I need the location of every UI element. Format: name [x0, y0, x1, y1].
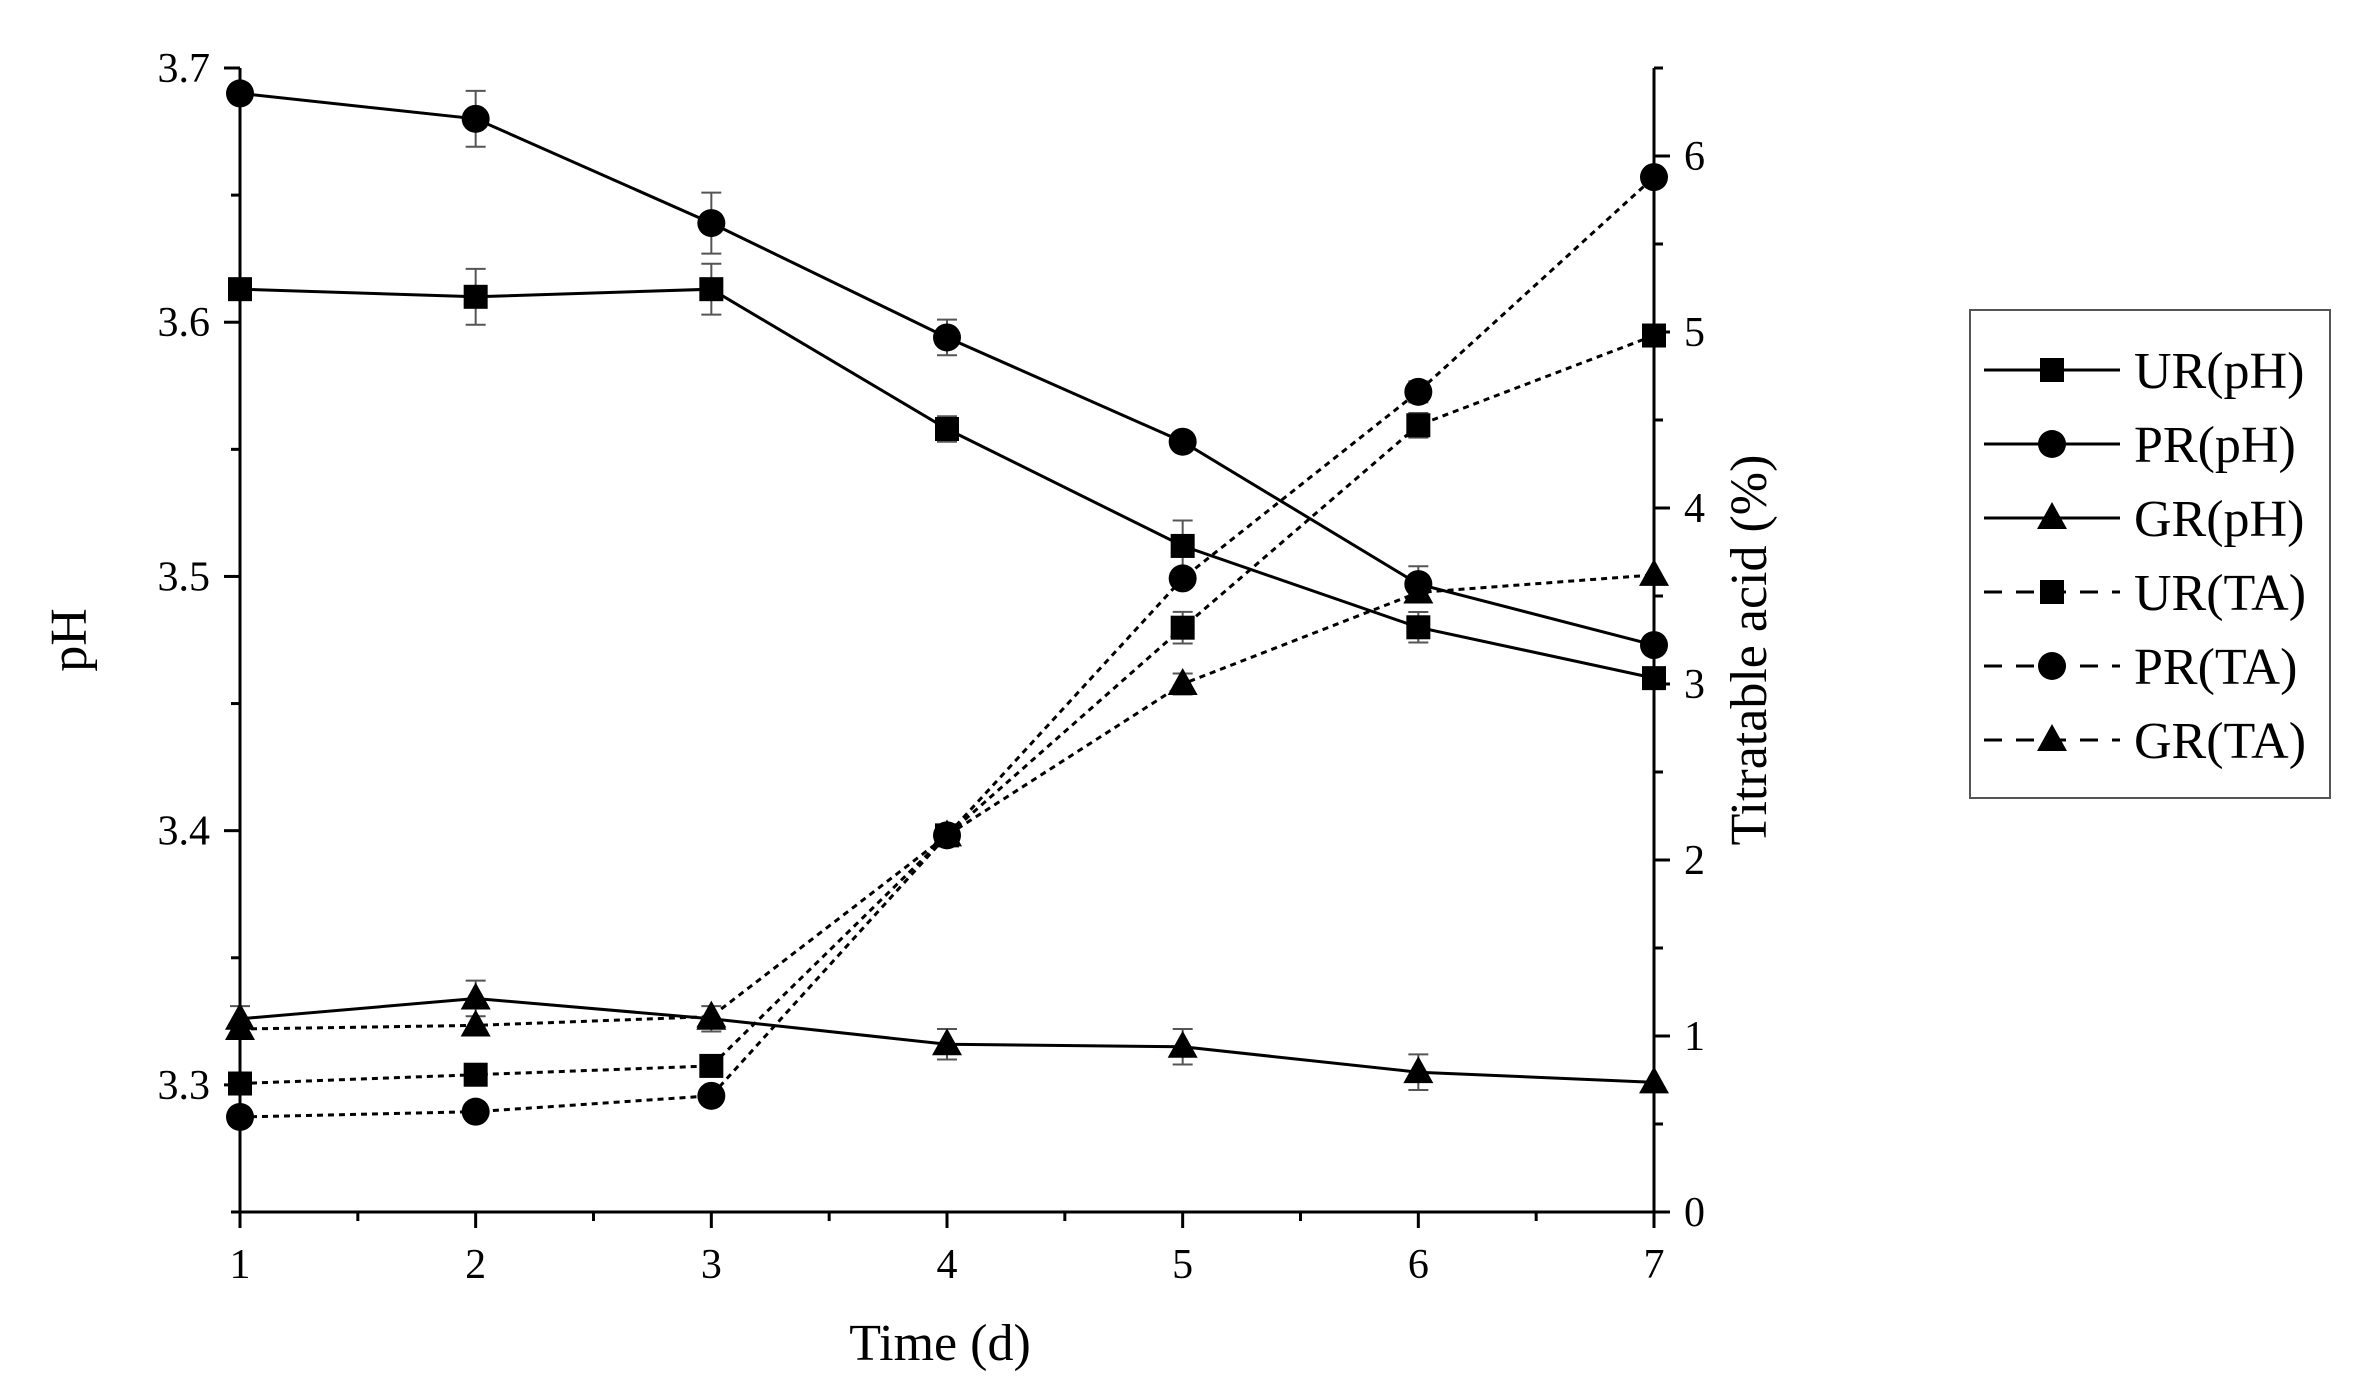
data-point-ur-ph: [463, 284, 488, 309]
data-point-pr-ta: [226, 1102, 254, 1131]
legend-marker-gr-ph: [2037, 502, 2067, 529]
legend-label-ur-ta: UR(TA): [2134, 565, 2306, 622]
data-point-pr-ph: [1640, 631, 1668, 660]
data-point-gr-ph: [1639, 1066, 1669, 1094]
x-tick-label: 2: [465, 1242, 486, 1288]
data-point-ur-ta: [463, 1062, 488, 1087]
y-tick-label: 3.3: [158, 1063, 211, 1109]
data-point-gr-ta: [1639, 558, 1669, 586]
data-point-ur-ph: [228, 277, 252, 302]
y2-tick-label: 6: [1684, 134, 1705, 180]
data-point-pr-ph: [697, 209, 726, 238]
y-tick-label: 3.7: [158, 46, 211, 92]
y2-tick-label: 4: [1684, 486, 1705, 532]
data-point-pr-ta: [1640, 163, 1668, 192]
data-point-pr-ph: [461, 104, 490, 133]
y-tick-label: 3.6: [158, 300, 211, 346]
x-tick-label: 6: [1408, 1242, 1429, 1288]
x-tick-label: 3: [701, 1242, 722, 1288]
data-point-pr-ph: [933, 323, 961, 352]
data-point-gr-ta: [1167, 668, 1198, 695]
data-point-ur-ta: [1170, 615, 1195, 640]
x-tick-label: 1: [230, 1242, 251, 1288]
legend: UR(pH) PR(pH) GR(pH) UR(TA) PR(TA) GR(TA): [1969, 309, 2331, 799]
data-point-gr-ta: [696, 1000, 727, 1028]
y2-axis-title: Titratable acid (%): [1721, 455, 1778, 846]
legend-label-gr-ph: GR(pH): [2134, 491, 2304, 548]
data-point-gr-ph: [460, 982, 491, 1010]
y-tick-label: 3.5: [158, 554, 211, 600]
y-tick-label: 3.4: [158, 809, 211, 855]
data-point-gr-ph: [1167, 1030, 1198, 1058]
y-axis-title: pH: [41, 608, 98, 672]
data-point-ur-ph: [1642, 666, 1666, 691]
data-point-pr-ta: [1168, 564, 1197, 593]
y2-tick-label: 2: [1684, 838, 1705, 884]
data-point-pr-ta: [1404, 377, 1433, 406]
x-axis-title: Time (d): [849, 1315, 1031, 1372]
data-point-pr-ta: [461, 1097, 490, 1126]
legend-label-pr-ta: PR(TA): [2134, 639, 2297, 696]
series-line-pr-ta: [239, 175, 1656, 1119]
data-point-ur-ta: [1406, 413, 1431, 438]
data-point-ur-ph: [699, 277, 724, 302]
series-line-pr-ph: [239, 91, 1655, 647]
data-point-ur-ph: [1406, 615, 1431, 640]
series-line-ur-ta: [239, 334, 1655, 1085]
legend-label-ur-ph: UR(pH): [2134, 343, 2304, 400]
data-point-gr-ph: [1403, 1056, 1434, 1084]
legend-box: [1969, 309, 2331, 799]
legend-marker-gr-ta: [2037, 724, 2067, 751]
x-tick-label: 7: [1644, 1242, 1665, 1288]
legend-marker-pr-ph: [2038, 430, 2066, 458]
data-point-ur-ph: [1170, 533, 1195, 558]
plot-area: 1 2 3 4 5 6 7 3.3 3.4 3.5 3.6 3.7 0 1 2 3 4 5 6: [158, 46, 1706, 1288]
legend-marker-ur-ph: [2040, 358, 2064, 382]
y2-tick-label: 1: [1684, 1014, 1705, 1060]
data-point-pr-ta: [697, 1081, 726, 1110]
x-tick-label: 4: [937, 1242, 958, 1288]
data-point-gr-ta: [932, 819, 962, 847]
data-point-pr-ph: [226, 79, 254, 108]
data-point-gr-ta: [460, 1009, 491, 1037]
data-point-gr-ph: [932, 1028, 962, 1056]
legend-marker-pr-ta: [2038, 652, 2066, 680]
y2-tick-label: 3: [1684, 662, 1705, 708]
y2-tick-label: 0: [1684, 1190, 1705, 1236]
data-point-ur-ta: [1642, 323, 1666, 348]
x-tick-label: 5: [1172, 1242, 1193, 1288]
data-point-ur-ta: [228, 1071, 252, 1096]
legend-label-pr-ph: PR(pH): [2134, 417, 2296, 474]
legend-label-gr-ta: GR(TA): [2134, 713, 2306, 770]
data-point-gr-ta: [225, 1012, 255, 1040]
data-point-ur-ta: [699, 1053, 724, 1078]
legend-marker-ur-ta: [2040, 580, 2064, 604]
data-point-ur-ph: [935, 416, 959, 441]
data-point-pr-ph: [1168, 427, 1197, 456]
data-point-gr-ta: [1403, 576, 1434, 604]
series-line-gr-ta: [239, 573, 1655, 1031]
y2-tick-label: 5: [1684, 310, 1705, 356]
